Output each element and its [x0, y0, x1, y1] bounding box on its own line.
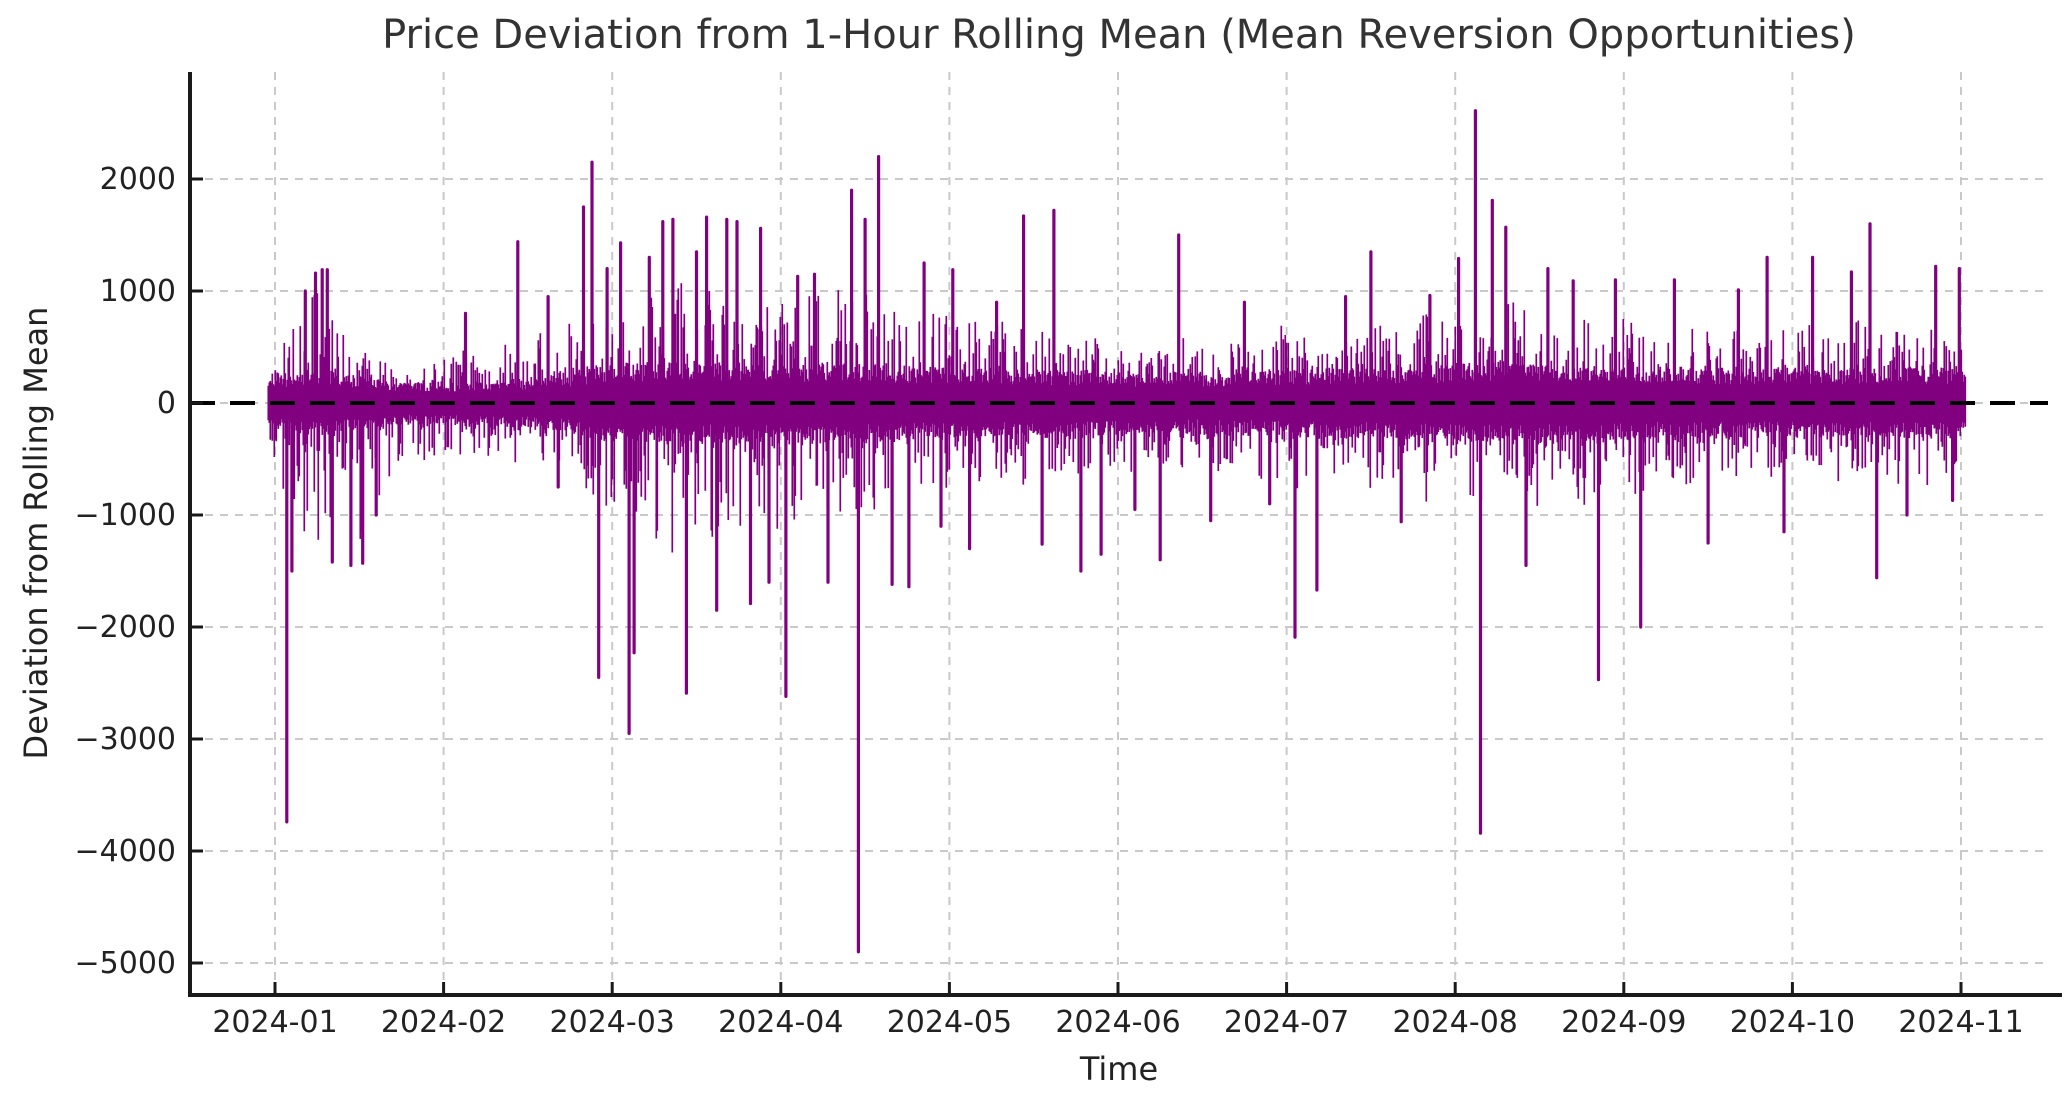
x-tick-label: 2024-08	[1393, 1005, 1518, 1040]
x-tick-label: 2024-07	[1224, 1005, 1349, 1040]
x-tick-label: 2024-11	[1898, 1005, 2023, 1040]
y-tick-label: −3000	[75, 722, 176, 757]
x-tick-label: 2024-10	[1730, 1005, 1855, 1040]
y-axis-label: Deviation from Rolling Mean	[17, 306, 55, 760]
y-tick-label: −2000	[75, 610, 176, 645]
y-tick-label: 2000	[100, 162, 176, 197]
x-tick-label: 2024-09	[1561, 1005, 1686, 1040]
y-tick-label: −5000	[75, 946, 176, 981]
chart-title: Price Deviation from 1-Hour Rolling Mean…	[382, 12, 1856, 58]
deviation-series	[267, 283, 1967, 553]
x-tick-label: 2024-05	[887, 1005, 1012, 1040]
x-tick-label: 2024-02	[381, 1005, 506, 1040]
x-tick-label: 2024-06	[1055, 1005, 1180, 1040]
y-tick-label: −1000	[75, 498, 176, 533]
y-tick-label: −4000	[75, 834, 176, 869]
x-tick-label: 2024-01	[212, 1005, 337, 1040]
x-axis-label: Time	[1079, 1050, 1159, 1088]
x-tick-label: 2024-03	[550, 1005, 675, 1040]
y-tick-label: 0	[157, 386, 176, 421]
y-tick-label: 1000	[100, 274, 176, 309]
deviation-spikes	[285, 109, 1961, 954]
x-tick-label: 2024-04	[718, 1005, 843, 1040]
